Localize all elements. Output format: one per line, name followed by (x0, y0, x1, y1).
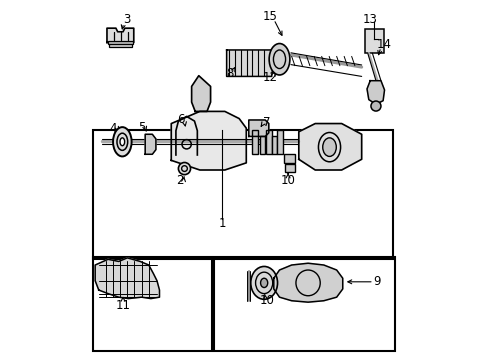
Ellipse shape (260, 278, 267, 288)
Bar (259, 136, 264, 154)
Polygon shape (145, 134, 156, 154)
Text: 11: 11 (115, 299, 130, 312)
Text: 12: 12 (262, 71, 277, 84)
Bar (214, 257, 394, 351)
Bar (108, 43, 132, 47)
Bar (277, 130, 283, 154)
Text: 1: 1 (218, 217, 225, 230)
Text: 10: 10 (259, 294, 274, 307)
Polygon shape (107, 28, 134, 42)
Ellipse shape (120, 138, 124, 146)
Polygon shape (191, 76, 210, 111)
Circle shape (370, 101, 380, 111)
Text: 9: 9 (373, 275, 380, 288)
Bar (265, 130, 271, 154)
Bar (93, 130, 392, 258)
Text: 5: 5 (138, 121, 145, 134)
Polygon shape (95, 258, 159, 298)
Bar (108, 41, 133, 44)
Ellipse shape (250, 266, 277, 299)
Polygon shape (171, 111, 246, 170)
Text: 15: 15 (262, 10, 277, 23)
Ellipse shape (113, 127, 131, 157)
Text: 4: 4 (109, 122, 117, 135)
Polygon shape (298, 123, 361, 170)
Polygon shape (226, 50, 273, 76)
Bar (285, 163, 294, 172)
Bar (93, 257, 212, 351)
Bar (271, 136, 277, 154)
Circle shape (178, 162, 190, 175)
Text: 14: 14 (376, 39, 391, 51)
Text: 6: 6 (177, 113, 184, 126)
Polygon shape (248, 120, 268, 136)
Text: 8: 8 (226, 67, 233, 80)
Text: 3: 3 (123, 13, 131, 27)
Bar (365, 29, 383, 53)
Text: 7: 7 (263, 116, 270, 129)
Polygon shape (273, 263, 342, 302)
Ellipse shape (322, 138, 336, 157)
Bar (283, 154, 294, 163)
Bar (252, 130, 258, 154)
Polygon shape (366, 81, 384, 104)
Text: 10: 10 (280, 174, 295, 187)
Text: 13: 13 (362, 13, 377, 27)
Ellipse shape (268, 44, 289, 75)
Text: 2: 2 (175, 174, 183, 187)
